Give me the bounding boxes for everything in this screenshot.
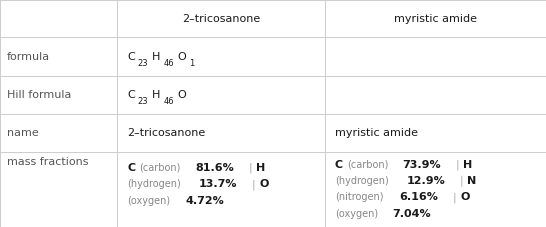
Text: O: O <box>259 179 269 189</box>
Text: O: O <box>177 90 186 100</box>
Text: mass fractions: mass fractions <box>7 157 88 167</box>
Text: 23: 23 <box>138 59 149 68</box>
Text: (oxygen): (oxygen) <box>335 209 378 219</box>
Text: (carbon): (carbon) <box>139 163 181 173</box>
Text: O: O <box>460 192 470 202</box>
Text: (hydrogen): (hydrogen) <box>127 179 181 189</box>
Text: |: | <box>455 159 459 170</box>
Text: 46: 46 <box>163 59 174 68</box>
Text: C: C <box>127 52 135 62</box>
Text: H: H <box>152 52 161 62</box>
Text: 2–tricosanone: 2–tricosanone <box>182 14 260 24</box>
Text: (oxygen): (oxygen) <box>127 196 170 206</box>
Text: 46: 46 <box>163 97 174 106</box>
Text: 23: 23 <box>138 97 149 106</box>
Text: 7.04%: 7.04% <box>393 209 431 219</box>
Text: H: H <box>256 163 265 173</box>
Text: name: name <box>7 128 38 138</box>
Text: 81.6%: 81.6% <box>195 163 234 173</box>
Text: 6.16%: 6.16% <box>400 192 438 202</box>
Text: 2–tricosanone: 2–tricosanone <box>127 128 205 138</box>
Text: O: O <box>177 52 186 62</box>
Text: |: | <box>453 192 456 202</box>
Text: 12.9%: 12.9% <box>406 176 445 186</box>
Text: formula: formula <box>7 52 50 62</box>
Text: H: H <box>463 160 472 170</box>
Text: C: C <box>127 90 135 100</box>
Text: Hill formula: Hill formula <box>7 90 71 100</box>
Text: (hydrogen): (hydrogen) <box>335 176 388 186</box>
Text: C: C <box>127 163 135 173</box>
Text: (carbon): (carbon) <box>347 160 388 170</box>
Text: |: | <box>460 176 463 186</box>
Text: 73.9%: 73.9% <box>402 160 441 170</box>
Text: myristic amide: myristic amide <box>394 14 477 24</box>
Text: myristic amide: myristic amide <box>335 128 418 138</box>
Text: 13.7%: 13.7% <box>199 179 238 189</box>
Text: 1: 1 <box>189 59 195 68</box>
Text: C: C <box>335 160 343 170</box>
Text: |: | <box>248 163 252 173</box>
Text: H: H <box>152 90 161 100</box>
Text: (nitrogen): (nitrogen) <box>335 192 383 202</box>
Text: 4.72%: 4.72% <box>185 196 224 206</box>
Text: N: N <box>467 176 476 186</box>
Text: |: | <box>252 179 256 190</box>
